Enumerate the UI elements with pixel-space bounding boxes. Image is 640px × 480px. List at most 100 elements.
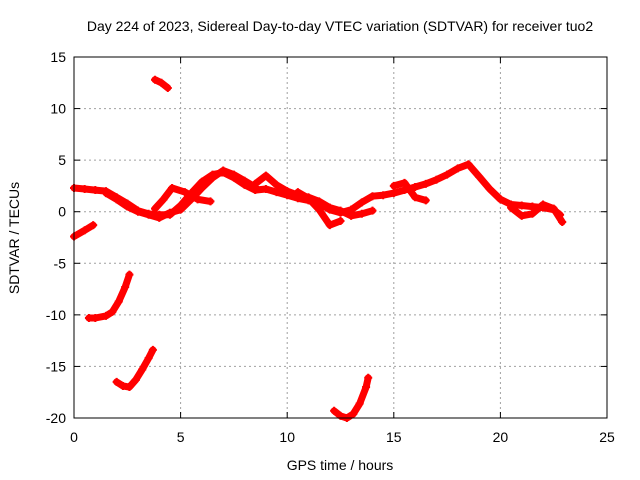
data-point: [379, 191, 388, 200]
data-point: [293, 188, 302, 197]
data-point: [325, 221, 334, 230]
x-tick-label: 0: [70, 429, 78, 445]
data-point: [144, 354, 153, 363]
data-point: [453, 164, 462, 173]
data-point: [101, 311, 110, 320]
data-point: [517, 201, 526, 210]
data-point: [219, 166, 228, 175]
y-tick-label: -15: [46, 358, 66, 374]
data-point: [475, 172, 484, 181]
data-point: [464, 160, 473, 169]
data-point: [347, 211, 356, 220]
data-point: [163, 83, 172, 92]
data-point: [108, 307, 117, 316]
data-point: [364, 373, 373, 382]
data-point: [176, 205, 185, 214]
data-point: [304, 194, 313, 203]
x-tick-label: 25: [599, 429, 615, 445]
data-point: [157, 78, 166, 87]
series-main-band-g: [507, 201, 566, 226]
data-point: [144, 210, 153, 219]
data-point: [165, 208, 174, 217]
data-point: [357, 209, 366, 218]
data-point: [368, 192, 377, 201]
data-point: [261, 185, 270, 194]
data-point: [400, 178, 409, 187]
data-point: [251, 179, 260, 188]
y-axis-title: SDTVAR / TECUs: [6, 182, 22, 294]
data-point: [91, 186, 100, 195]
data-point: [355, 399, 364, 408]
data-point: [315, 197, 324, 206]
x-tick-label: 15: [386, 429, 402, 445]
data-point: [421, 196, 430, 205]
data-point: [272, 180, 281, 189]
data-point: [368, 206, 377, 215]
series-layer: [70, 75, 567, 422]
grid-layer: [74, 57, 607, 418]
data-point: [101, 189, 110, 198]
data-point: [336, 206, 345, 215]
data-point: [330, 406, 339, 415]
data-point: [125, 383, 134, 392]
data-point: [432, 175, 441, 184]
data-point: [325, 203, 334, 212]
data-point: [133, 207, 142, 216]
y-tick-label: -10: [46, 307, 66, 323]
data-point: [389, 181, 398, 190]
data-point: [114, 297, 123, 306]
data-point: [91, 313, 100, 322]
data-point: [193, 195, 202, 204]
x-axis-title: GPS time / hours: [287, 457, 394, 473]
data-point: [121, 283, 130, 292]
data-point: [197, 183, 206, 192]
series-main-band-f: [390, 179, 430, 204]
data-point: [131, 375, 140, 384]
data-point: [206, 197, 215, 206]
data-point: [112, 377, 121, 386]
x-tick-label: 10: [279, 429, 295, 445]
y-tick-label: 0: [58, 204, 66, 220]
data-point: [539, 200, 548, 209]
y-tick-label: -20: [46, 410, 66, 426]
data-point: [208, 173, 217, 182]
data-point: [421, 179, 430, 188]
data-point: [349, 409, 358, 418]
data-point: [272, 188, 281, 197]
data-point: [80, 226, 89, 235]
plot-frame: [73, 56, 608, 419]
x-tick-label: 20: [493, 429, 509, 445]
data-point: [240, 176, 249, 185]
y-tick-label: 10: [50, 101, 66, 117]
data-point: [389, 189, 398, 198]
data-point: [411, 182, 420, 191]
data-point: [151, 204, 160, 213]
data-point: [168, 183, 177, 192]
data-point: [261, 171, 270, 180]
data-point: [336, 216, 345, 225]
data-point: [357, 198, 366, 207]
data-point: [123, 202, 132, 211]
data-point: [485, 185, 494, 194]
data-point: [112, 195, 121, 204]
data-point: [517, 211, 526, 220]
x-tick-label: 5: [177, 429, 185, 445]
data-point: [119, 382, 128, 391]
data-point: [283, 187, 292, 196]
data-point: [89, 221, 98, 230]
data-point: [155, 213, 164, 222]
data-point: [151, 75, 160, 84]
data-point: [125, 270, 134, 279]
data-point: [496, 195, 505, 204]
y-tick-label: -5: [54, 255, 67, 271]
data-point: [549, 204, 558, 213]
data-point: [362, 383, 371, 392]
data-point: [229, 170, 238, 179]
data-point: [411, 193, 420, 202]
data-point: [138, 365, 147, 374]
data-point: [443, 170, 452, 179]
data-point: [80, 185, 89, 194]
data-point: [315, 205, 324, 214]
